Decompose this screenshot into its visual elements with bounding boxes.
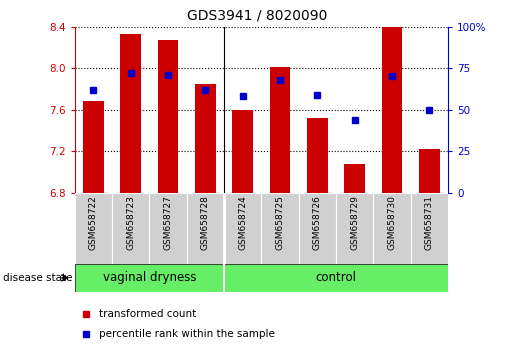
Text: GSM658723: GSM658723 (126, 195, 135, 250)
Text: GSM658725: GSM658725 (276, 195, 284, 250)
Bar (83, 101, 104, 193)
FancyBboxPatch shape (373, 193, 410, 264)
FancyBboxPatch shape (336, 193, 373, 264)
Text: GSM658730: GSM658730 (388, 195, 397, 250)
Bar (232, 110, 253, 193)
Bar (307, 118, 328, 193)
Text: GSM658722: GSM658722 (89, 195, 98, 250)
Text: GSM658727: GSM658727 (164, 195, 173, 250)
FancyBboxPatch shape (75, 193, 112, 264)
Text: disease state: disease state (3, 273, 72, 283)
FancyBboxPatch shape (149, 193, 186, 264)
Text: GDS3941 / 8020090: GDS3941 / 8020090 (187, 9, 328, 23)
FancyBboxPatch shape (186, 193, 224, 264)
FancyBboxPatch shape (224, 193, 261, 264)
Bar (158, 40, 178, 193)
Text: GSM658724: GSM658724 (238, 195, 247, 250)
Bar (195, 84, 216, 193)
FancyBboxPatch shape (299, 193, 336, 264)
Bar (419, 149, 440, 193)
Bar (345, 164, 365, 193)
Bar (382, 0, 402, 193)
Text: GSM658728: GSM658728 (201, 195, 210, 250)
FancyBboxPatch shape (261, 193, 299, 264)
Bar (121, 34, 141, 193)
Text: GSM658726: GSM658726 (313, 195, 322, 250)
Text: control: control (316, 272, 356, 284)
Text: vaginal dryness: vaginal dryness (102, 272, 196, 284)
Text: percentile rank within the sample: percentile rank within the sample (99, 329, 275, 339)
Text: transformed count: transformed count (99, 309, 196, 319)
Bar (270, 67, 290, 193)
Text: GSM658731: GSM658731 (425, 195, 434, 250)
FancyBboxPatch shape (410, 193, 448, 264)
FancyBboxPatch shape (112, 193, 149, 264)
Text: GSM658729: GSM658729 (350, 195, 359, 250)
